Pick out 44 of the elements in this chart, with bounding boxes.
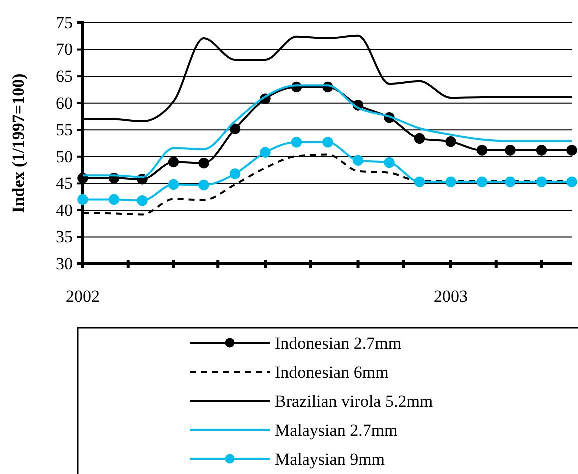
- point: [414, 133, 426, 144]
- point: [384, 157, 395, 168]
- legend-label: Malaysian 9mm: [275, 450, 386, 469]
- point: [168, 179, 180, 190]
- point: [446, 176, 456, 188]
- y-tick-label: 65: [56, 66, 73, 86]
- point: [230, 124, 241, 134]
- point: [198, 180, 210, 191]
- point: [260, 147, 271, 158]
- point: [446, 136, 456, 148]
- y-tick-label: 75: [56, 13, 73, 32]
- y-tick-label: 70: [56, 40, 73, 60]
- point: [137, 195, 148, 206]
- point: [536, 145, 548, 156]
- point: [352, 155, 364, 166]
- point: [476, 145, 488, 156]
- y-tick-label: 45: [56, 174, 73, 194]
- legend-label: Indonesian 2.7mm: [275, 334, 402, 353]
- point: [198, 158, 210, 169]
- y-tick-label: 60: [56, 94, 73, 113]
- y-tick-label: 40: [56, 200, 73, 220]
- point: [168, 156, 180, 168]
- point: [108, 194, 120, 206]
- legend-label: Brazilian virola 5.2mm: [275, 392, 434, 411]
- y-axis-title: Index (1/1997=100): [9, 74, 28, 214]
- point: [505, 145, 516, 156]
- y-tick-label: 55: [56, 120, 73, 140]
- point: [322, 137, 334, 148]
- x-tick-label: 2003: [434, 287, 468, 306]
- point: [78, 194, 88, 206]
- legend-label: Indonesian 6mm: [275, 363, 389, 382]
- point: [505, 176, 516, 188]
- point: [566, 176, 578, 188]
- x-tick-label: 2002: [66, 287, 100, 306]
- point: [291, 137, 302, 148]
- point: [230, 168, 241, 180]
- y-tick-label: 30: [56, 254, 73, 274]
- y-tick-label: 50: [56, 147, 73, 166]
- legend-label: Malaysian 2.7mm: [275, 421, 398, 440]
- y-tick-label: 35: [56, 228, 73, 247]
- point: [536, 176, 548, 188]
- point: [414, 176, 426, 188]
- point: [566, 145, 578, 156]
- point: [476, 176, 488, 188]
